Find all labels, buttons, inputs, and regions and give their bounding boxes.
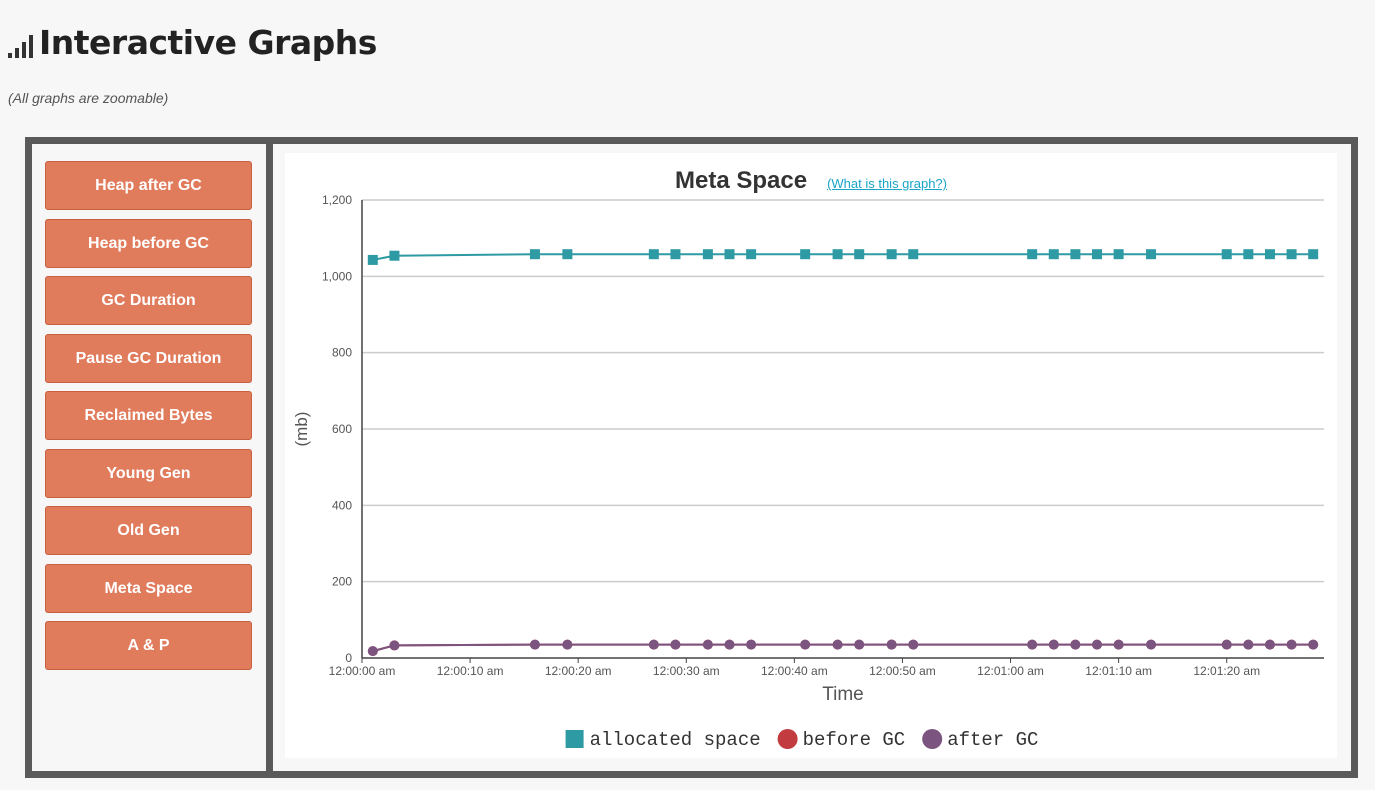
- after-gc-point[interactable]: [1027, 639, 1038, 650]
- signal-bars-icon: [8, 30, 33, 58]
- allocated-space-point[interactable]: [908, 249, 919, 260]
- after-gc-legend-label[interactable]: after GC: [947, 729, 1038, 751]
- after-gc-point[interactable]: [702, 639, 713, 650]
- y-tick-label: 800: [332, 346, 352, 360]
- after-gc-point[interactable]: [389, 640, 400, 651]
- chart-panel: 0 200 400 600 800 1,000 1,200 12:00:00 am 12:00:…: [273, 144, 1351, 771]
- after-gc-point[interactable]: [1221, 639, 1232, 650]
- page-title: Interactive Graphs: [39, 22, 377, 62]
- after-gc-point[interactable]: [908, 639, 919, 650]
- allocated-space-point[interactable]: [367, 254, 378, 265]
- allocated-space-point[interactable]: [1070, 249, 1081, 260]
- old-gen-button[interactable]: Old Gen: [45, 506, 252, 555]
- allocated-space-point[interactable]: [854, 249, 865, 260]
- allocated-space-point[interactable]: [389, 250, 400, 261]
- allocated-space-point[interactable]: [1092, 249, 1103, 260]
- x-tick-label: 12:00:30 am: [653, 664, 720, 678]
- after-gc-point[interactable]: [854, 639, 865, 650]
- young-gen-button[interactable]: Young Gen: [45, 449, 252, 498]
- graphs-frame: Heap after GC Heap before GC GC Duration…: [25, 137, 1358, 778]
- before-gc-legend-symbol[interactable]: [777, 729, 798, 749]
- after-gc-point[interactable]: [1146, 639, 1157, 650]
- allocated-space-legend-label[interactable]: allocated space: [590, 729, 761, 751]
- allocated-space-point[interactable]: [746, 249, 757, 260]
- x-tick-label: 12:00:10 am: [437, 664, 504, 678]
- after-gc-series-line: [372, 643, 1314, 653]
- chart-card: 0 200 400 600 800 1,000 1,200 12:00:00 am 12:00:…: [285, 153, 1337, 758]
- allocated-space-point[interactable]: [670, 249, 681, 260]
- after-gc-point[interactable]: [367, 646, 378, 657]
- after-gc-point[interactable]: [648, 639, 659, 650]
- allocated-space-point[interactable]: [702, 249, 713, 260]
- after-gc-point[interactable]: [1070, 639, 1081, 650]
- after-gc-point[interactable]: [670, 639, 681, 650]
- after-gc-point[interactable]: [832, 639, 843, 650]
- allocated-space-point[interactable]: [562, 249, 573, 260]
- after-gc-point[interactable]: [1243, 639, 1254, 650]
- allocated-space-point[interactable]: [1286, 249, 1297, 260]
- allocated-space-point[interactable]: [1221, 249, 1232, 260]
- before-gc-legend-label[interactable]: before GC: [803, 729, 906, 751]
- x-tick-label: 12:00:40 am: [761, 664, 828, 678]
- after-gc-point[interactable]: [529, 639, 540, 650]
- page-header: Interactive Graphs: [8, 20, 377, 64]
- y-axis-label: (mb): [292, 412, 311, 447]
- x-axis-label: Time: [822, 684, 864, 705]
- x-tick-label: 12:00:20 am: [545, 664, 612, 678]
- pause-gc-duration-button[interactable]: Pause GC Duration: [45, 334, 252, 383]
- allocated-space-point[interactable]: [648, 249, 659, 260]
- allocated-space-point[interactable]: [1027, 249, 1038, 260]
- allocated-space-point[interactable]: [1146, 249, 1157, 260]
- x-tick-label: 12:01:20 am: [1193, 664, 1260, 678]
- after-gc-point[interactable]: [746, 639, 757, 650]
- allocated-space-point[interactable]: [529, 249, 540, 260]
- y-tick-label: 1,200: [322, 193, 352, 207]
- allocated-space-point[interactable]: [1113, 249, 1124, 260]
- allocated-space-point[interactable]: [1243, 249, 1254, 260]
- y-tick-label: 200: [332, 575, 352, 589]
- allocated-space-point[interactable]: [832, 249, 843, 260]
- allocated-space-series-line: [372, 253, 1314, 261]
- meta-space-button[interactable]: Meta Space: [45, 564, 252, 613]
- chart-title: Meta Space: [675, 167, 808, 194]
- a-and-p-button[interactable]: A & P: [45, 621, 252, 670]
- heap-after-gc-button[interactable]: Heap after GC: [45, 161, 252, 210]
- after-gc-point[interactable]: [1286, 639, 1297, 650]
- page-subtitle: (All graphs are zoomable): [8, 90, 169, 106]
- allocated-space-point[interactable]: [886, 249, 897, 260]
- after-gc-point[interactable]: [1048, 639, 1059, 650]
- chart-header: Meta Space (What is this graph?): [285, 167, 1337, 195]
- after-gc-point[interactable]: [1308, 639, 1319, 650]
- allocated-space-point[interactable]: [800, 249, 811, 260]
- y-tick-label: 0: [345, 651, 352, 665]
- x-tick-label: 12:00:00 am: [329, 664, 396, 678]
- allocated-space-legend-symbol[interactable]: [565, 730, 584, 748]
- allocated-space-point[interactable]: [724, 249, 735, 260]
- x-tick-label: 12:01:10 am: [1085, 664, 1152, 678]
- after-gc-point[interactable]: [1113, 639, 1124, 650]
- y-tick-label: 600: [332, 422, 352, 436]
- x-tick-label: 12:01:00 am: [977, 664, 1044, 678]
- after-gc-point[interactable]: [800, 639, 811, 650]
- allocated-space-point[interactable]: [1264, 249, 1275, 260]
- what-is-this-graph-link[interactable]: (What is this graph?): [827, 176, 947, 191]
- allocated-space-point[interactable]: [1308, 249, 1319, 260]
- after-gc-point[interactable]: [1092, 639, 1103, 650]
- after-gc-point[interactable]: [724, 639, 735, 650]
- graph-sidebar: Heap after GC Heap before GC GC Duration…: [32, 144, 266, 771]
- after-gc-point[interactable]: [1264, 639, 1275, 650]
- heap-before-gc-button[interactable]: Heap before GC: [45, 219, 252, 268]
- x-tick-label: 12:00:50 am: [869, 664, 936, 678]
- after-gc-point[interactable]: [886, 639, 897, 650]
- y-tick-label: 1,000: [322, 269, 352, 283]
- gc-duration-button[interactable]: GC Duration: [45, 276, 252, 325]
- after-gc-legend-symbol[interactable]: [922, 729, 943, 749]
- meta-space-chart[interactable]: 0 200 400 600 800 1,000 1,200 12:00:00 am 12:00:…: [285, 153, 1337, 758]
- after-gc-point[interactable]: [562, 639, 573, 650]
- reclaimed-bytes-button[interactable]: Reclaimed Bytes: [45, 391, 252, 440]
- y-tick-label: 400: [332, 498, 352, 512]
- allocated-space-point[interactable]: [1048, 249, 1059, 260]
